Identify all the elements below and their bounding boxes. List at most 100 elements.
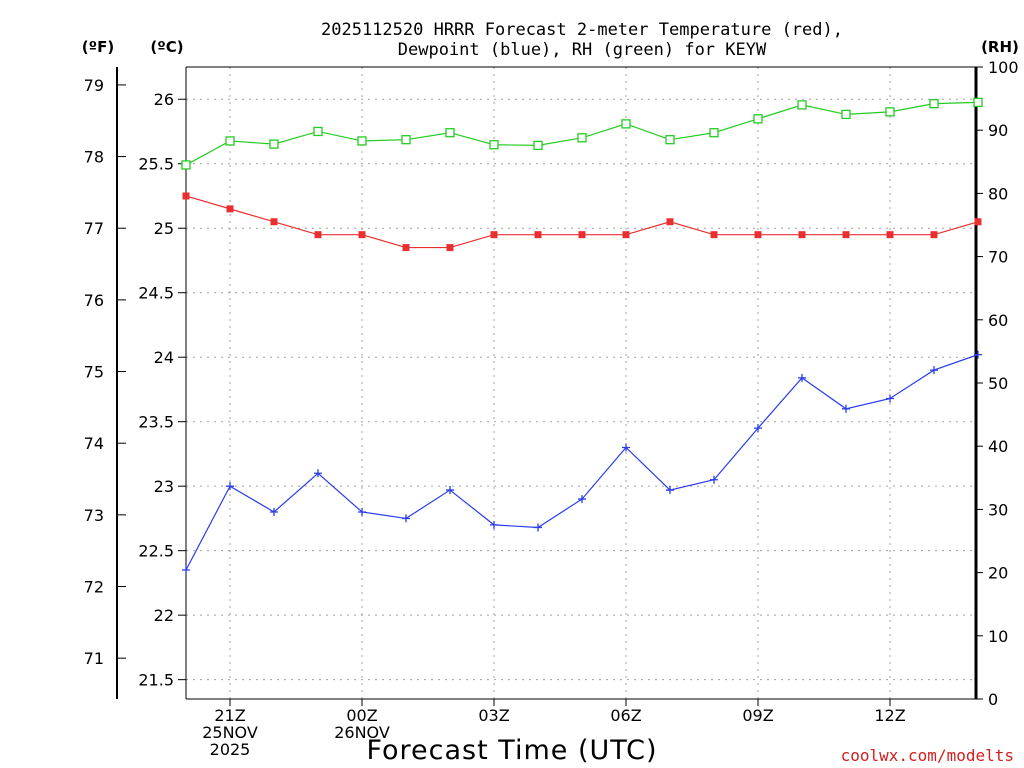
rh-point <box>313 126 323 137</box>
dewpoint-point <box>358 507 366 516</box>
temperature-point <box>886 231 894 239</box>
celsius-tick-label: 23 <box>154 477 174 496</box>
rh-point <box>973 97 983 108</box>
x-tick-label: 21Z <box>214 706 245 725</box>
fahrenheit-tick-label: 72 <box>84 578 104 597</box>
rh-point <box>841 109 851 120</box>
dewpoint-point <box>622 443 630 452</box>
temperature-point <box>710 231 718 239</box>
rh-point <box>445 128 455 138</box>
x-tick-label: 12Z <box>874 706 905 725</box>
rh-tick-label: 20 <box>988 564 1008 583</box>
dewpoint-point <box>798 373 806 382</box>
rh-axis-unit: (RH) <box>981 38 1019 56</box>
fahrenheit-tick-label: 73 <box>84 506 104 525</box>
rh-tick-label: 80 <box>988 184 1008 203</box>
temperature-point <box>622 231 630 239</box>
dewpoint-point <box>974 350 982 359</box>
rh-tick-label: 50 <box>988 374 1008 393</box>
celsius-tick-label: 25 <box>154 219 174 238</box>
rh-point <box>621 119 631 129</box>
x-tick-label: 2025 <box>210 740 251 759</box>
temperature-point <box>182 192 190 200</box>
x-tick-label: 26NOV <box>334 723 390 742</box>
rh-tick-label: 100 <box>988 58 1019 77</box>
celsius-tick-label: 22 <box>154 606 174 625</box>
temperature-point <box>226 205 234 213</box>
rh-point <box>533 140 543 151</box>
temperature-point <box>754 231 762 239</box>
chart-title-line1: 2025112520 HRRR Forecast 2-meter Tempera… <box>321 20 843 40</box>
dewpoint-point <box>226 482 234 491</box>
rh-tick-label: 90 <box>988 121 1008 140</box>
temperature-point <box>314 231 322 239</box>
rh-tick-label: 60 <box>988 311 1008 330</box>
celsius-tick-label: 24 <box>154 348 174 367</box>
rh-tick-label: 30 <box>988 500 1008 519</box>
rh-tick-label: 40 <box>988 437 1008 456</box>
celsius-tick-label: 24.5 <box>138 284 174 303</box>
dewpoint-point <box>666 486 674 495</box>
celsius-tick-label: 25.5 <box>138 155 174 174</box>
temperature-point <box>798 231 806 239</box>
x-tick-label: 09Z <box>742 706 773 725</box>
celsius-tick-label: 26 <box>154 90 174 109</box>
rh-point <box>577 133 587 143</box>
dewpoint-point <box>710 475 718 484</box>
dewpoint-point <box>578 495 586 504</box>
dewpoint-point <box>270 507 278 516</box>
temperature-point <box>358 231 366 239</box>
temperature-point <box>666 218 674 226</box>
temperature-point <box>446 244 454 252</box>
fahrenheit-tick-label: 75 <box>84 363 104 382</box>
x-tick-label: 06Z <box>610 706 641 725</box>
rh-point <box>753 114 763 124</box>
temperature-point <box>578 231 586 239</box>
rh-point <box>929 99 939 109</box>
rh-point <box>489 140 499 150</box>
rh-point <box>181 160 191 170</box>
credit-text: coolwx.com/modelts <box>841 746 1014 765</box>
dewpoint-point <box>402 514 410 523</box>
x-tick-label: 00Z <box>346 706 377 725</box>
x-axis-label: Forecast Time (UTC) <box>366 735 657 766</box>
rh-tick-label: 70 <box>988 248 1008 267</box>
x-tick-label: 03Z <box>478 706 509 725</box>
fahrenheit-axis-unit: (ºF) <box>82 38 114 56</box>
rh-point <box>665 135 675 145</box>
fahrenheit-tick-label: 79 <box>84 76 104 95</box>
dewpoint-point <box>182 566 190 575</box>
chart-title-line2: Dewpoint (blue), RH (green) for KEYW <box>398 40 767 60</box>
data-series <box>181 97 983 575</box>
fahrenheit-tick-label: 76 <box>84 291 104 310</box>
rh-point <box>401 135 411 145</box>
temperature-point <box>930 231 938 239</box>
temperature-point <box>490 231 498 239</box>
fahrenheit-tick-label: 74 <box>84 434 104 453</box>
celsius-tick-label: 22.5 <box>138 542 174 561</box>
temperature-point <box>842 231 850 239</box>
tick-labels: 21.5 22 22.5 23 23.5 24 24.5 25 25.5 26 71 72 73 74 75… <box>84 58 1019 759</box>
grid-lines <box>186 67 976 699</box>
temperature-point <box>270 218 278 226</box>
temperature-point <box>974 218 982 226</box>
dewpoint-point <box>446 486 454 495</box>
fahrenheit-tick-label: 71 <box>84 649 104 668</box>
celsius-axis-unit: (ºC) <box>150 38 183 56</box>
rh-tick-label: 0 <box>988 690 998 709</box>
dewpoint-point <box>842 404 850 413</box>
x-tick-label: 25NOV <box>202 723 258 742</box>
dewpoint-point <box>490 520 498 529</box>
dewpoint-point <box>886 394 894 403</box>
temperature-point <box>402 244 410 252</box>
rh-point <box>269 139 279 149</box>
rh-point <box>709 128 719 138</box>
rh-point <box>357 136 367 146</box>
celsius-tick-label: 21.5 <box>138 671 174 690</box>
rh-point <box>885 107 895 117</box>
rh-point <box>225 136 235 146</box>
rh-point <box>797 100 807 110</box>
dewpoint-point <box>930 366 938 375</box>
celsius-tick-label: 23.5 <box>138 413 174 432</box>
